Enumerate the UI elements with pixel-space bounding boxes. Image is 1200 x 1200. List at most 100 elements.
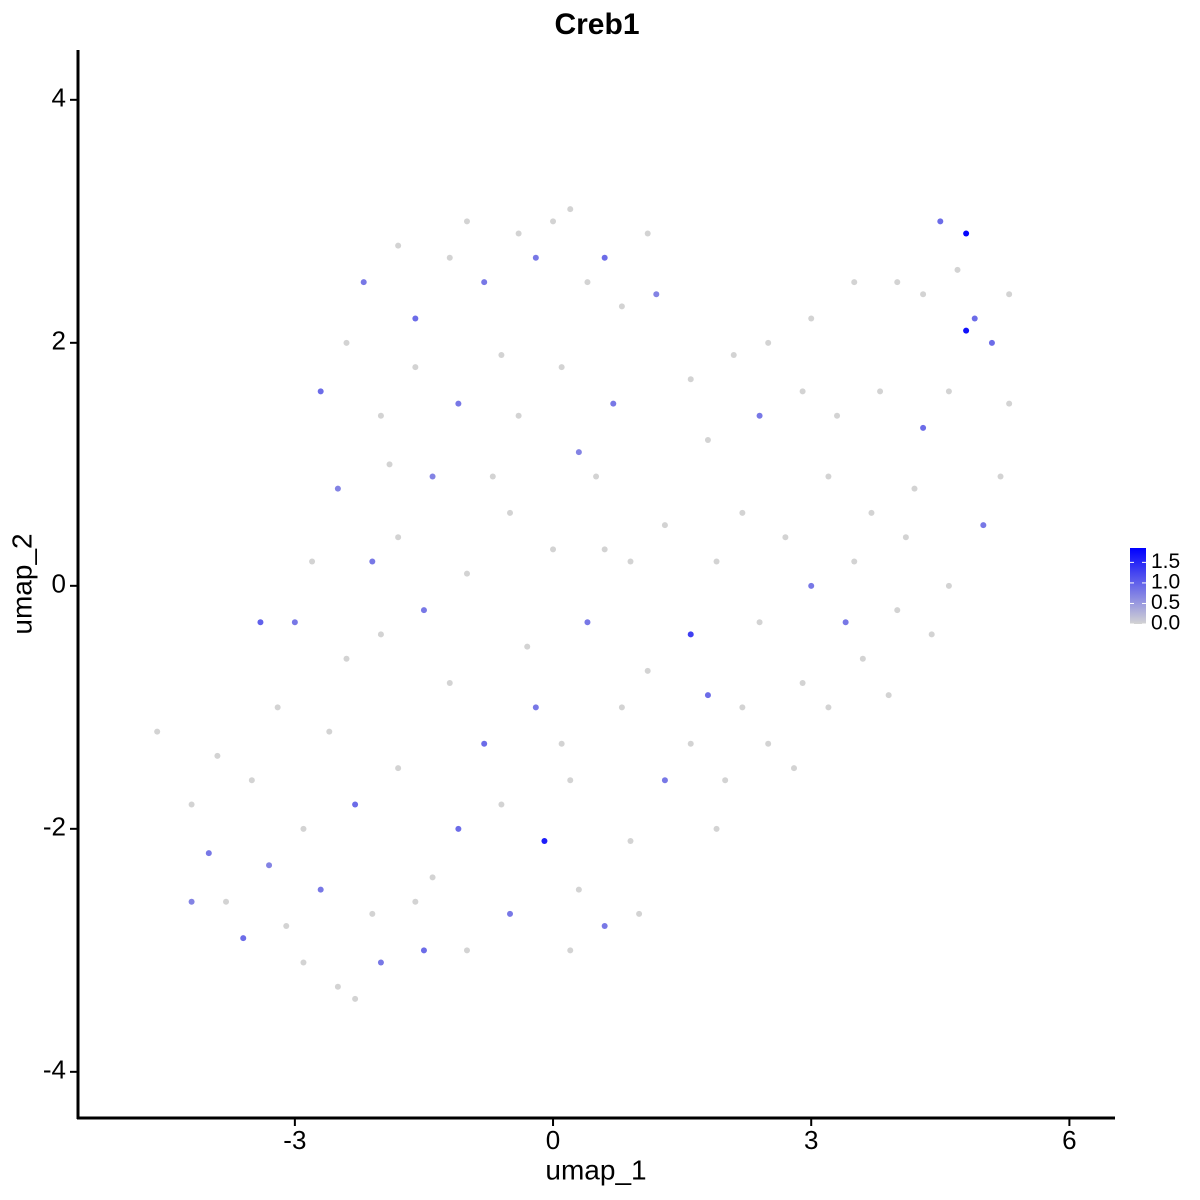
point [756,412,763,419]
point [575,449,582,456]
y-tick-label: -4 [43,1055,66,1085]
point [463,947,470,954]
point [661,777,668,784]
x-tick-label: 6 [1062,1125,1076,1155]
point [713,558,720,565]
point [188,898,195,905]
point [851,279,858,286]
point [283,923,290,930]
point [558,740,565,747]
point [825,704,832,711]
point [601,546,608,553]
point [825,473,832,480]
point [567,777,574,784]
point [920,291,927,298]
point [730,351,737,358]
colorbar-label: 1.0 [1151,570,1180,593]
point [567,947,574,954]
point [687,631,694,638]
point [343,339,350,346]
point [558,364,565,371]
point [661,522,668,529]
point [214,752,221,759]
point [550,218,557,225]
point [352,995,359,1002]
point [963,230,970,237]
point [446,254,453,261]
point [618,704,625,711]
point [317,886,324,893]
point [429,874,436,881]
point [799,388,806,395]
point [722,777,729,784]
point [395,534,402,541]
point [687,376,694,383]
point [618,303,625,310]
point [644,230,651,237]
point [644,667,651,674]
point [300,959,307,966]
point [266,862,273,869]
point [205,850,212,857]
colorbar-label: 0.0 [1151,612,1180,635]
point [481,279,488,286]
point [248,777,255,784]
point [240,935,247,942]
point [334,983,341,990]
point [911,485,918,492]
colorbar-label: 0.5 [1151,591,1180,614]
point [489,473,496,480]
x-tick-label: 0 [546,1125,560,1155]
point [894,279,901,286]
point [842,619,849,626]
point [653,291,660,298]
point [627,837,634,844]
point [154,728,161,735]
point [309,558,316,565]
point [920,424,927,431]
point [498,351,505,358]
point [988,339,995,346]
point [420,947,427,954]
point [584,279,591,286]
point [782,534,789,541]
chart-title: Creb1 [554,8,639,41]
point [1006,400,1013,407]
point [395,242,402,249]
point [963,327,970,334]
point [446,680,453,687]
y-tick-label: 2 [52,326,66,356]
point [593,473,600,480]
point [532,254,539,261]
point [945,388,952,395]
point [455,825,462,832]
point [808,315,815,322]
point [515,230,522,237]
point [902,534,909,541]
point [369,558,376,565]
point [808,582,815,589]
point [704,692,711,699]
point [997,473,1004,480]
x-tick-label: 3 [804,1125,818,1155]
point [868,509,875,516]
point [851,558,858,565]
point [463,218,470,225]
point [507,910,514,917]
point [412,898,419,905]
point [928,631,935,638]
point [386,461,393,468]
point [334,485,341,492]
x-axis-label: umap_1 [545,1154,646,1185]
point [524,643,531,650]
point [877,388,884,395]
point [575,886,582,893]
colorbar-label: 1.5 [1151,550,1180,573]
point [610,400,617,407]
point [507,509,514,516]
point [360,279,367,286]
point [532,704,539,711]
point [885,692,892,699]
point [601,923,608,930]
